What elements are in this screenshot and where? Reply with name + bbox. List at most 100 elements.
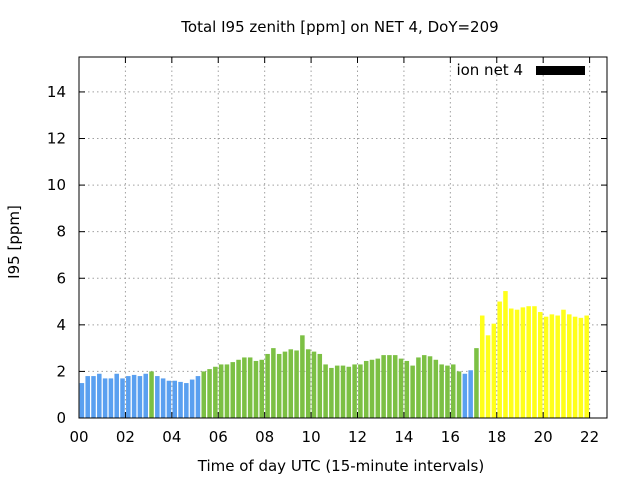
bar: [532, 306, 537, 418]
bar: [346, 366, 352, 418]
chart-title: Total I95 zenith [ppm] on NET 4, DoY=209: [180, 18, 498, 36]
bar: [358, 364, 363, 418]
bar: [572, 316, 578, 418]
bar: [253, 360, 259, 418]
x-tick-label: 06: [209, 428, 228, 446]
bar: [126, 376, 131, 418]
bar: [433, 359, 439, 418]
bar: [166, 380, 172, 418]
y-tick-label: 8: [56, 223, 66, 241]
x-tick-label: 02: [116, 428, 135, 446]
bar: [485, 335, 491, 418]
bar: [311, 351, 317, 418]
bar: [317, 353, 323, 418]
bar: [497, 301, 502, 418]
bar: [131, 374, 137, 418]
bar: [334, 365, 340, 418]
axis-ticks: [78, 57, 607, 419]
bar: [300, 335, 305, 418]
bar: [398, 358, 404, 418]
grid-lines: [78, 57, 607, 419]
bar: [392, 355, 398, 418]
bar: [340, 365, 346, 418]
x-tick-label: 00: [69, 428, 88, 446]
bar: [271, 348, 276, 418]
x-tick-label: 10: [302, 428, 321, 446]
y-tick-label: 2: [56, 362, 66, 380]
bar: [450, 364, 456, 418]
bar: [120, 378, 125, 418]
bar: [91, 376, 96, 418]
bar: [526, 306, 531, 418]
legend: ion net 4: [456, 61, 585, 79]
bar: [218, 364, 224, 418]
bar: [108, 378, 114, 418]
bar: [416, 357, 421, 418]
bar: [178, 381, 183, 418]
bar: [213, 366, 218, 418]
bar: [155, 376, 160, 418]
bar: [375, 358, 381, 418]
bar: [160, 378, 166, 418]
y-tick-label: 4: [56, 316, 66, 334]
y-tick-label: 6: [56, 269, 66, 287]
bar: [236, 359, 241, 418]
bar: [439, 364, 444, 418]
bar: [445, 365, 450, 418]
bar: [143, 373, 148, 418]
bar: [479, 315, 485, 418]
bar: [491, 323, 497, 418]
y-tick-label: 12: [47, 130, 66, 148]
y-tick-label: 0: [56, 409, 66, 427]
x-tick-label: 08: [255, 428, 274, 446]
bar: [555, 315, 560, 418]
bar: [189, 379, 195, 418]
bar: [369, 359, 375, 418]
x-tick-label: 12: [348, 428, 367, 446]
bar: [242, 357, 247, 418]
bar: [97, 373, 102, 418]
bar: [543, 316, 549, 418]
y-axis-label: I95 [ppm]: [5, 205, 23, 279]
bar: [85, 376, 90, 418]
bar: [427, 356, 433, 418]
bar: [468, 370, 473, 418]
bar: [410, 365, 415, 418]
bar: [514, 309, 520, 418]
bar: [102, 378, 108, 418]
bar: [578, 317, 584, 418]
bar: [474, 348, 479, 418]
bar: [584, 315, 589, 418]
bar: [352, 364, 357, 418]
bars-group: [79, 291, 589, 418]
bar: [207, 369, 212, 418]
bar: [259, 359, 265, 418]
x-axis-label: Time of day UTC (15-minute intervals): [197, 457, 484, 475]
x-tick-label: 16: [441, 428, 460, 446]
bar: [462, 373, 468, 418]
x-tick-label: 18: [487, 428, 506, 446]
bar: [172, 380, 177, 418]
bar: [288, 349, 294, 418]
bar: [421, 355, 427, 418]
bar: [79, 383, 85, 418]
bar: [305, 349, 311, 418]
legend-label: ion net 4: [456, 61, 523, 79]
bar: [561, 309, 566, 418]
y-tick-label: 10: [47, 176, 66, 194]
plot-frame: [78, 56, 608, 419]
bar: [114, 373, 119, 418]
bar: [329, 367, 334, 418]
bar: [323, 364, 328, 418]
bar: [538, 312, 543, 418]
bar: [294, 350, 299, 418]
x-tick-labels: 00 02 04 06 08 10 12 14 16 18 20 22: [69, 428, 599, 446]
y-tick-label: 14: [47, 83, 66, 101]
legend-swatch: [536, 66, 585, 75]
bar: [149, 371, 154, 418]
bar: [230, 362, 236, 418]
bar: [549, 314, 555, 418]
bar: [387, 355, 392, 418]
bar: [247, 357, 253, 418]
